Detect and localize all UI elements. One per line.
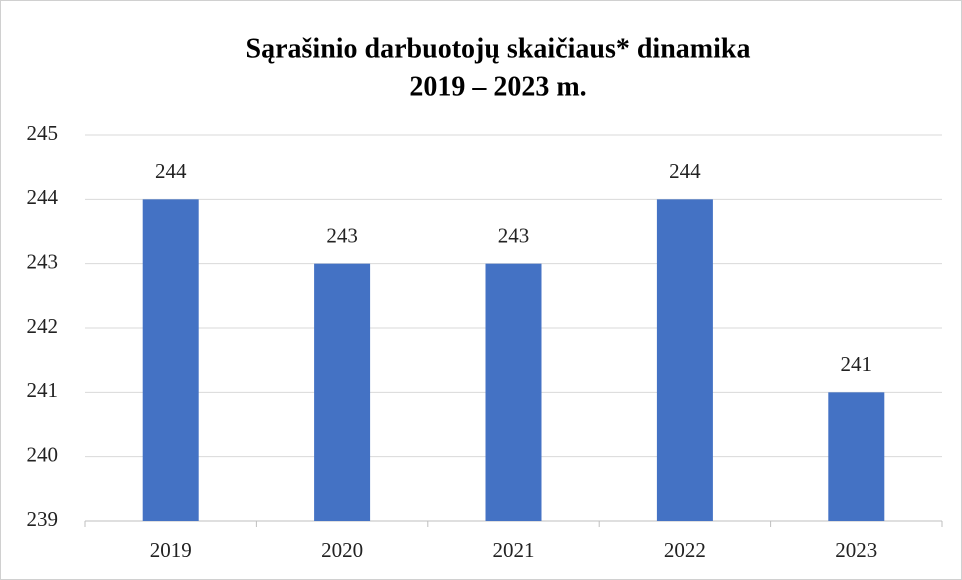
y-tick-label: 244: [27, 185, 59, 209]
bar: [828, 392, 885, 521]
bar: [656, 199, 713, 522]
data-label: 241: [841, 352, 873, 376]
x-tick-label: 2023: [835, 538, 877, 562]
chart-title: Sąrašinio darbuotojų skaičiaus* dinamika: [246, 33, 751, 64]
data-label: 243: [498, 223, 530, 247]
y-tick-label: 239: [27, 507, 59, 531]
y-tick-label: 242: [27, 314, 59, 338]
y-tick-label: 245: [27, 121, 59, 145]
x-tick-label: 2020: [321, 538, 363, 562]
x-tick-label: 2019: [150, 538, 192, 562]
chart-title: 2019 – 2023 m.: [409, 71, 586, 102]
y-tick-label: 240: [27, 442, 59, 466]
bar: [314, 263, 371, 521]
bar: [142, 199, 199, 522]
x-tick-label: 2021: [493, 538, 535, 562]
data-label: 244: [669, 159, 701, 183]
y-tick-label: 241: [27, 378, 59, 402]
x-tick-label: 2022: [664, 538, 706, 562]
bar: [485, 263, 542, 521]
data-label: 244: [155, 159, 187, 183]
data-label: 243: [326, 223, 358, 247]
y-tick-label: 243: [27, 249, 59, 273]
